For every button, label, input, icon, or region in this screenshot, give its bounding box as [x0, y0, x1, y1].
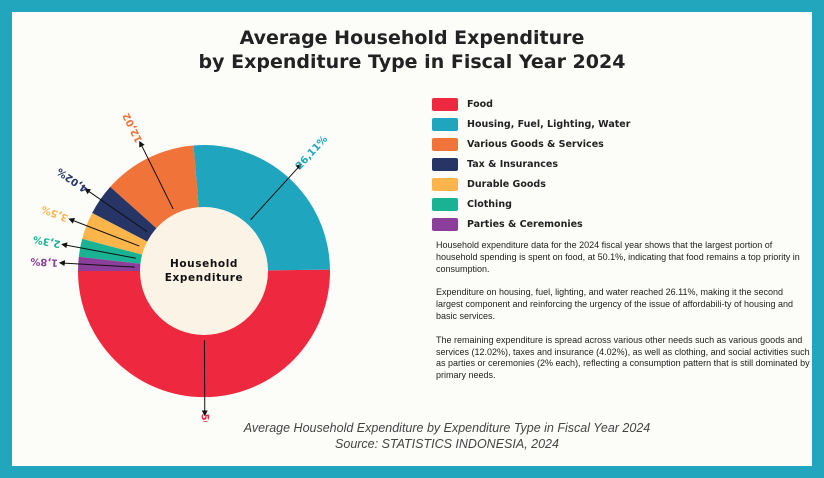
- chart-title-line-2: by Expenditure Type in Fiscal Year 2024: [198, 51, 626, 73]
- data-label-0: 50,1%: [199, 414, 210, 422]
- leader-line-2: [139, 140, 174, 210]
- caption-line-2: Source: STATISTICS INDONESIA, 2024: [335, 437, 559, 451]
- legend-label: Tax & Insurances: [467, 158, 558, 170]
- data-label-5: 2,3%: [32, 233, 61, 249]
- description-paragraph-2: Expenditure on housing, fuel, lighting, …: [436, 287, 794, 321]
- legend-swatch: [432, 177, 458, 191]
- data-label-4: 3,5%: [40, 203, 70, 223]
- chart-caption: Average Household Expenditure by Expendi…: [12, 420, 824, 452]
- chart-title-line-1: Average Household Expenditure: [239, 27, 585, 49]
- data-label-3: 4,02%: [55, 165, 90, 194]
- pie-chart: 50,1% 26,11% 12,02 4,02% 3,5% 2,3% 1,8% Househo…: [30, 111, 330, 422]
- leader-line-4: [68, 218, 140, 247]
- legend-item-1: Housing, Fuel, Lighting, Water: [432, 114, 630, 134]
- description-paragraph-1: Household expenditure data for the 2024 …: [436, 240, 800, 274]
- legend-label: Durable Goods: [467, 178, 546, 190]
- center-label-line-2: Expenditure: [165, 272, 244, 284]
- legend-item-3: Tax & Insurances: [432, 154, 630, 174]
- legend-swatch: [432, 117, 458, 131]
- legend-item-2: Various Goods & Services: [432, 134, 630, 154]
- caption-line-1: Average Household Expenditure by Expendi…: [243, 421, 651, 435]
- leader-line-5: [61, 242, 136, 259]
- legend-item-5: Clothing: [432, 194, 630, 214]
- legend-label: Housing, Fuel, Lighting, Water: [467, 118, 631, 130]
- legend-swatch: [432, 97, 458, 111]
- description-paragraph-3: The remaining expenditure is spread acro…: [436, 334, 810, 381]
- leader-line-1: [250, 163, 302, 221]
- infographic-card: Average Household Expenditure by Expendi…: [12, 12, 812, 466]
- legend-item-0: Food: [432, 94, 630, 114]
- chart-legend: Food Housing, Fuel, Lighting, Water Variou…: [432, 94, 630, 234]
- legend-label: Clothing: [467, 198, 512, 210]
- legend-label: Parties & Ceremonies: [467, 218, 583, 230]
- donut-center: [140, 207, 268, 335]
- center-label-line-1: Household: [170, 258, 238, 270]
- legend-swatch: [432, 217, 458, 231]
- leader-line-6: [58, 260, 135, 268]
- chart-title: Average Household Expenditure by Expendi…: [12, 26, 812, 74]
- description: Household expenditure data for the 2024 …: [436, 240, 812, 394]
- legend-item-4: Durable Goods: [432, 174, 630, 194]
- legend-label: Food: [467, 98, 493, 110]
- data-label-2: 12,02: [121, 111, 145, 144]
- data-label-6: 1,8%: [30, 255, 58, 268]
- legend-label: Various Goods & Services: [467, 138, 604, 150]
- legend-swatch: [432, 197, 458, 211]
- legend-swatch: [432, 137, 458, 151]
- legend-item-6: Parties & Ceremonies: [432, 214, 630, 234]
- leader-line-3: [84, 188, 148, 233]
- data-label-1: 26,11%: [294, 134, 330, 172]
- legend-swatch: [432, 157, 458, 171]
